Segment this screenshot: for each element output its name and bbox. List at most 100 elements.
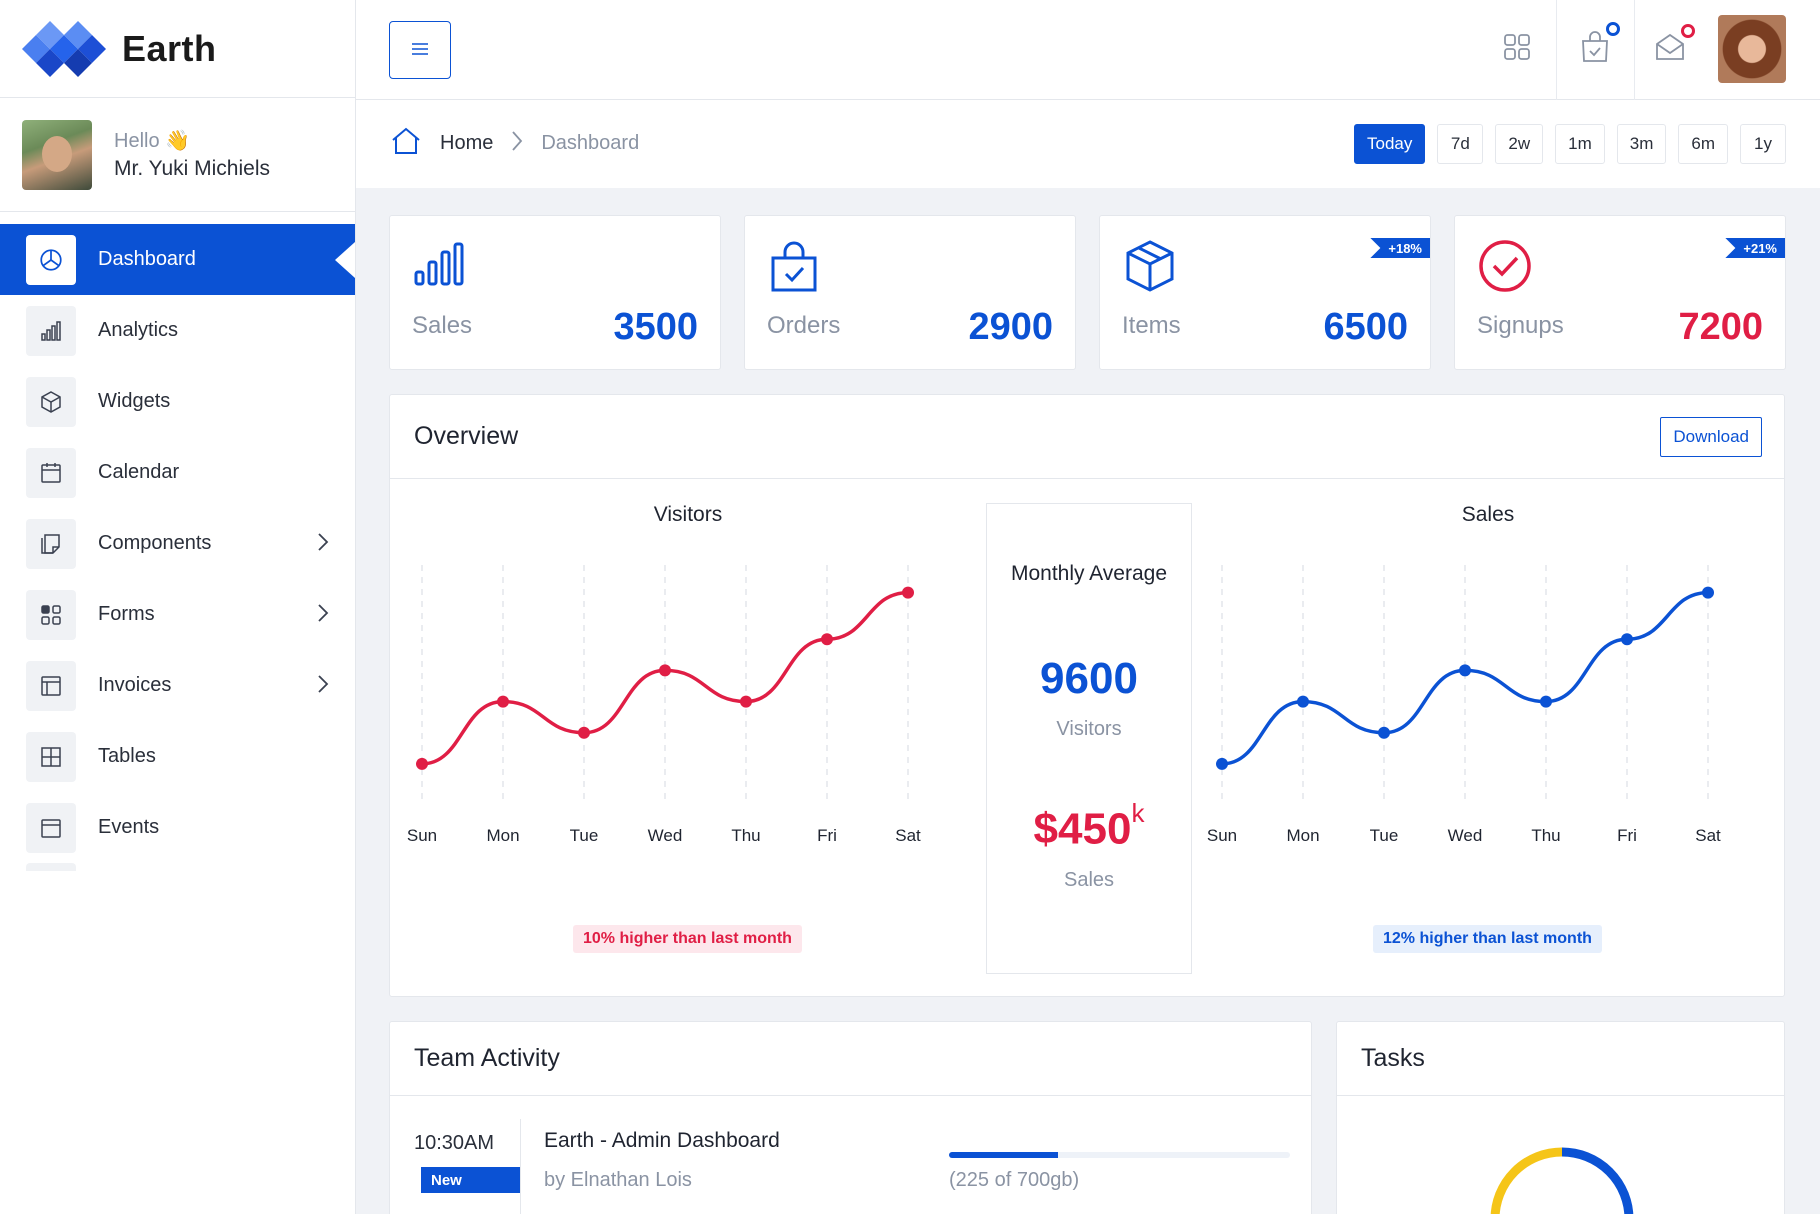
sales-point-thu[interactable]	[1540, 695, 1552, 708]
overview-card: Overview Download Visitors Sun Mon Tue Wed T…	[389, 394, 1785, 997]
breadcrumb: Home Dashboard	[390, 126, 639, 161]
sales-tick-label: Fri	[1617, 826, 1637, 845]
apps-button[interactable]	[1488, 20, 1546, 78]
user-greeting: Hello 👋	[114, 130, 191, 152]
earth-logo-icon	[22, 20, 106, 77]
sidebar-item-label: Components	[98, 532, 212, 554]
activity-time: 10:30AM	[414, 1132, 495, 1154]
activity-progress-bar	[949, 1152, 1290, 1158]
stat-card-items[interactable]: +18% Items 6500	[1099, 215, 1431, 370]
stat-label: Sales	[412, 312, 473, 339]
new-badge: New	[421, 1167, 521, 1193]
trend-badge: +21%	[1725, 238, 1785, 258]
box-icon	[1122, 238, 1178, 294]
sidebar-item-events[interactable]: Events	[0, 792, 355, 863]
tasks-card: Tasks	[1336, 1021, 1785, 1214]
range-6m-button[interactable]: 6m	[1678, 124, 1728, 164]
breadcrumb-home[interactable]: Home	[440, 132, 494, 154]
date-range-selector: Today 7d 2w 1m 3m 6m 1y	[1354, 124, 1786, 164]
sidebar-item-dashboard[interactable]: Dashboard	[0, 224, 355, 295]
sales-tick-label: Mon	[1286, 826, 1319, 845]
stat-card-sales[interactable]: Sales 3500	[389, 215, 721, 370]
tasks-donut-chart	[1490, 1147, 1634, 1214]
visitors-tick-label: Wed	[648, 826, 683, 845]
sales-suffix: k	[1131, 798, 1145, 828]
sidebar-item-tables[interactable]: Tables	[0, 721, 355, 792]
tasks-title: Tasks	[1361, 1044, 1425, 1072]
timeline-divider	[520, 1119, 521, 1214]
menu-toggle-button[interactable]	[389, 21, 451, 79]
visitors-point-sat[interactable]	[902, 586, 914, 599]
avatar[interactable]	[1718, 15, 1786, 83]
sidebar-item-invoices[interactable]: Invoices	[0, 650, 355, 721]
visitors-point-mon[interactable]	[497, 695, 509, 708]
sidebar-item-label: Forms	[98, 603, 155, 625]
notification-dot	[1606, 22, 1620, 36]
stat-card-signups[interactable]: +21% Signups 7200	[1454, 215, 1786, 370]
user-name: Mr. Yuki Michiels	[114, 157, 270, 180]
brand[interactable]: Earth	[0, 0, 355, 98]
user-profile[interactable]: Hello 👋 Mr. Yuki Michiels	[0, 98, 355, 212]
check-circle-icon	[1477, 238, 1533, 294]
stat-label: Signups	[1477, 312, 1564, 339]
visitors-chart: Sun Mon Tue Wed Thu Fri Sat	[407, 565, 921, 845]
home-icon[interactable]	[390, 126, 422, 161]
chevron-right-icon	[317, 674, 329, 699]
sales-amount: $450	[1033, 804, 1132, 854]
visitors-tick-label: Sun	[407, 826, 437, 845]
sidebar: Earth Hello 👋 Mr. Yuki Michiels Dashboar…	[0, 0, 356, 1214]
range-2w-button[interactable]: 2w	[1495, 124, 1544, 164]
box-icon	[26, 376, 76, 427]
mail-button[interactable]	[1641, 20, 1699, 78]
range-today-button[interactable]: Today	[1354, 124, 1426, 164]
visitors-point-wed[interactable]	[659, 664, 671, 677]
chevron-right-icon	[511, 130, 523, 157]
visitors-point-tue[interactable]	[578, 726, 590, 739]
sidebar-item-analytics[interactable]: Analytics	[0, 295, 355, 366]
visitors-trend-badge: 10% higher than last month	[573, 925, 802, 953]
visitors-point-fri[interactable]	[821, 633, 833, 646]
range-1m-button[interactable]: 1m	[1555, 124, 1605, 164]
menu-icon	[410, 41, 430, 60]
download-button[interactable]: Download	[1660, 417, 1762, 457]
sales-point-fri[interactable]	[1621, 633, 1633, 646]
cart-button[interactable]	[1566, 20, 1624, 78]
trend-badge: +18%	[1370, 238, 1430, 258]
sticky-note-icon	[26, 518, 76, 569]
calendar-icon	[26, 447, 76, 498]
visitors-point-thu[interactable]	[740, 695, 752, 708]
sidebar-item-calendar[interactable]: Calendar	[0, 437, 355, 508]
activity-title: Earth - Admin Dashboard	[544, 1129, 780, 1152]
sidebar-item-components[interactable]: Components	[0, 508, 355, 579]
activity-size: (225 of 700gb)	[949, 1169, 1080, 1191]
donut-segment	[1490, 1147, 1563, 1214]
monthly-average-visitors-label: Visitors	[1056, 718, 1122, 740]
grid-check-icon	[26, 589, 76, 640]
avatar[interactable]	[22, 119, 92, 190]
range-7d-button[interactable]: 7d	[1437, 124, 1484, 164]
visitors-tick-label: Tue	[570, 826, 599, 845]
sidebar-item-label: Analytics	[98, 319, 179, 341]
overview-header: Overview	[390, 395, 1784, 479]
overview-title: Overview	[414, 422, 519, 450]
sales-point-sun[interactable]	[1216, 757, 1228, 770]
tasks-header: Tasks	[1337, 1022, 1784, 1096]
sales-tick-label: Sun	[1207, 826, 1237, 845]
sales-point-tue[interactable]	[1378, 726, 1390, 739]
sales-point-sat[interactable]	[1702, 586, 1714, 599]
calendar-icon	[26, 802, 76, 853]
sales-point-wed[interactable]	[1459, 664, 1471, 677]
range-3m-button[interactable]: 3m	[1616, 124, 1667, 164]
visitors-tick-label: Sat	[895, 826, 921, 845]
visitors-point-sun[interactable]	[416, 757, 428, 770]
sidebar-item-label: Invoices	[98, 674, 172, 696]
stat-card-orders[interactable]: Orders 2900	[744, 215, 1076, 370]
chevron-right-icon	[317, 603, 329, 628]
sidebar-item-widgets[interactable]: Widgets	[0, 366, 355, 437]
monthly-average-panel: Monthly Average 9600 Visitors $450k Sale…	[986, 503, 1192, 974]
breadcrumb-bar: Home Dashboard Today 7d 2w 1m 3m 6m 1y	[356, 100, 1820, 188]
sales-tick-label: Thu	[1531, 826, 1560, 845]
sales-point-mon[interactable]	[1297, 695, 1309, 708]
range-1y-button[interactable]: 1y	[1740, 124, 1786, 164]
sidebar-item-forms[interactable]: Forms	[0, 579, 355, 650]
